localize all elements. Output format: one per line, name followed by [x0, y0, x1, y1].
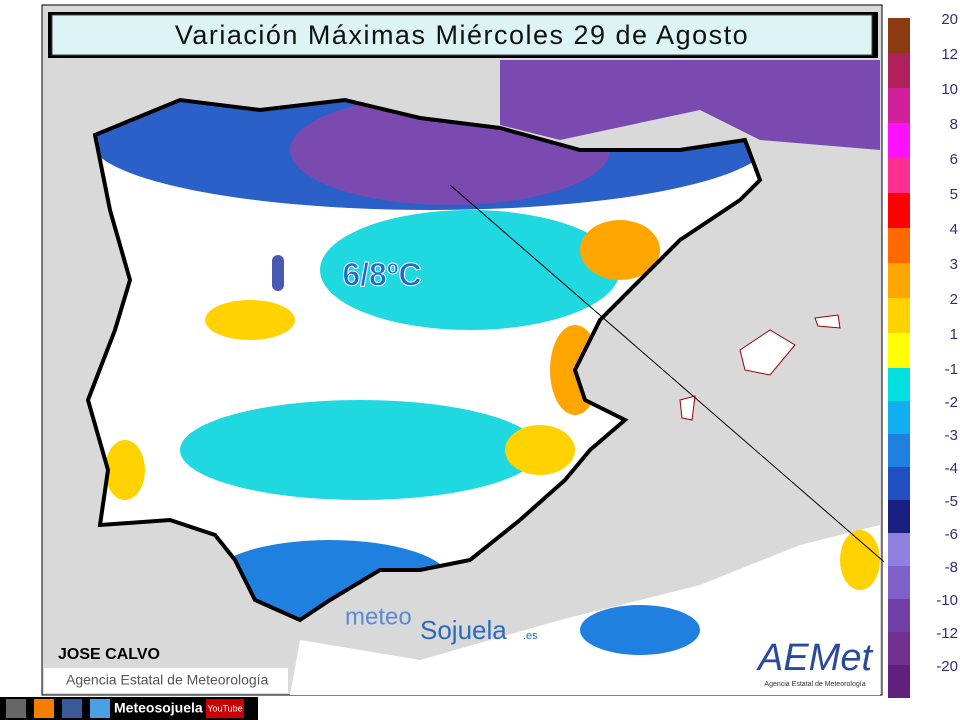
island [814, 314, 841, 329]
legend-label: 10 [941, 81, 958, 98]
africa-field [840, 530, 880, 590]
legend-label: 1 [950, 326, 958, 343]
africa-field [580, 605, 700, 655]
legend-swatch [888, 263, 910, 298]
legend-swatch [888, 158, 910, 193]
thermometer [272, 255, 284, 291]
legend-label: -8 [945, 559, 958, 576]
legend-label: 2 [950, 291, 958, 308]
legend-swatch [888, 599, 910, 632]
logo: AEMet [756, 637, 873, 679]
coastline [85, 97, 763, 623]
legend-label: 20 [941, 11, 958, 28]
title-box [51, 14, 873, 56]
island [739, 329, 796, 376]
legend-swatch [888, 566, 910, 599]
legend-swatch [888, 401, 910, 434]
legend-swatch [888, 434, 910, 467]
legend-label: 4 [950, 221, 958, 238]
watermark-suffix: .es [523, 630, 538, 642]
pointer-line [449, 184, 906, 581]
legend-label: -4 [945, 460, 958, 477]
legend-swatch [888, 632, 910, 665]
legend-label: -20 [936, 658, 958, 675]
credit-box [44, 668, 288, 693]
icon[interactable] [34, 699, 54, 718]
legend-swatch [888, 88, 910, 123]
legend-label: 12 [941, 46, 958, 63]
video-icon[interactable] [206, 699, 244, 718]
legend-label: -2 [945, 394, 958, 411]
legend-swatch [888, 368, 910, 401]
legend-swatch [888, 533, 910, 566]
legend-label: 8 [950, 116, 958, 133]
watermark-name: Sojuela [420, 615, 507, 645]
legend-label: 6 [950, 151, 958, 168]
title: Variación Máximas Miércoles 29 de Agosto [175, 20, 749, 50]
credit: Agencia Estatal de Meteorología [66, 672, 269, 688]
legend-label: -12 [936, 625, 958, 642]
legend-swatch [888, 467, 910, 500]
legend-label: 5 [950, 186, 958, 203]
legend-label: -3 [945, 427, 958, 444]
legend-swatch [888, 500, 910, 533]
legend-label: -1 [945, 361, 958, 378]
legend-label: -5 [945, 493, 958, 510]
footer-site[interactable]: Meteosojuela [114, 700, 203, 716]
legend-swatch [888, 123, 910, 158]
icon[interactable] [6, 699, 26, 718]
icon[interactable] [90, 699, 110, 718]
icon[interactable] [62, 699, 82, 718]
annotation: 6/8ºC [342, 256, 421, 292]
africa [290, 525, 880, 695]
france-area [500, 60, 880, 150]
watermark-prefix: meteo [345, 603, 412, 630]
legend-label: 3 [950, 256, 958, 273]
legend-swatch [888, 333, 910, 368]
footer-video[interactable]: YouTube [207, 703, 242, 713]
logo-caption: Agencia Estatal de Meteorología [764, 681, 865, 688]
island [679, 395, 696, 421]
temperature-field [90, 100, 760, 620]
legend-swatch [888, 53, 910, 88]
legend-swatch [888, 228, 910, 263]
legend-label: -6 [945, 526, 958, 543]
legend-swatch [888, 298, 910, 333]
legend-label: -10 [936, 592, 958, 609]
author: JOSE CALVO [58, 646, 160, 663]
legend-swatch [888, 665, 910, 698]
legend-swatch [888, 18, 910, 53]
legend-swatch [888, 193, 910, 228]
